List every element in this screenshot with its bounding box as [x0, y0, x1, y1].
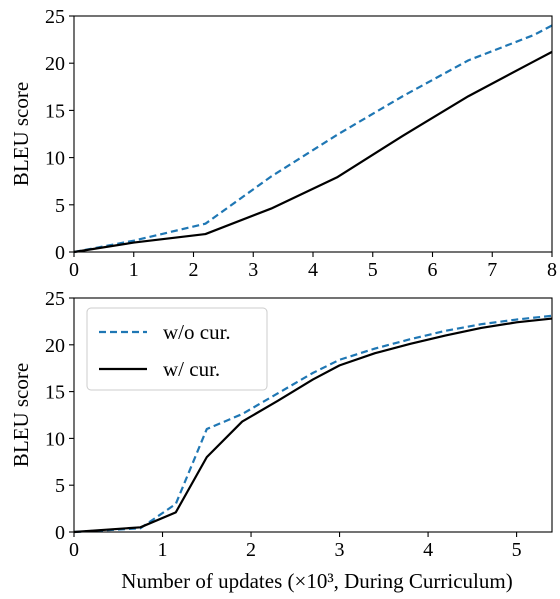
x-tick-label: 4: [308, 259, 318, 281]
legend-label: w/o cur.: [163, 320, 231, 344]
series-line-without-curriculum: [73, 314, 553, 534]
series-line-with-curriculum: [73, 317, 553, 534]
y-tick-label: 15: [45, 100, 65, 122]
x-tick-label: 6: [428, 259, 438, 281]
y-tick-label: 20: [45, 335, 65, 357]
y-axis-label: BLEU score: [9, 363, 33, 467]
chart-panel-2: 0 1 2 3 4 5 0 5 10 15 20 25 BLEU score Number of upda…: [9, 288, 553, 593]
plot-frame: [73, 297, 553, 533]
y-tick-label: 20: [45, 53, 65, 75]
x-tick-label: 7: [487, 259, 497, 281]
y-tick-label: 5: [55, 475, 65, 497]
chart-panel-1: 0 1 2 3 4 5 6 7 8 0 5 10 15 20 25 BLEU score: [9, 6, 557, 281]
panels: 0 1 2 3 4 5 6 7 8 0 5 10 15 20 25 BLEU score 0 1 2 3 4 5 0 5 10 1…: [9, 6, 557, 593]
x-tick-label: 8: [547, 259, 557, 281]
legend: w/o cur. w/ cur.: [86, 307, 268, 391]
x-tick-label: 2: [189, 259, 199, 281]
x-tick-label: 0: [69, 259, 79, 281]
y-axis-label: BLEU score: [9, 82, 33, 186]
x-tick-label: 3: [335, 539, 345, 561]
x-tick-label: 5: [512, 539, 522, 561]
x-axis-label: Number of updates (×10³, During Curricul…: [121, 569, 512, 593]
series-line-with-curriculum: [73, 50, 553, 254]
x-tick-label: 5: [368, 259, 378, 281]
y-tick-label: 0: [55, 522, 65, 544]
x-tick-label: 2: [246, 539, 256, 561]
series-line-without-curriculum: [73, 24, 553, 254]
y-tick-label: 15: [45, 382, 65, 404]
legend-label: w/ cur.: [163, 357, 220, 381]
y-tick-label: 0: [55, 242, 65, 264]
x-tick-label: 1: [129, 259, 139, 281]
plot-frame: [73, 15, 553, 253]
x-tick-label: 1: [158, 539, 168, 561]
x-tick-label: 0: [69, 539, 79, 561]
y-tick-label: 25: [45, 6, 65, 28]
y-tick-label: 5: [55, 195, 65, 217]
y-tick-label: 10: [45, 148, 65, 170]
y-tick-label: 10: [45, 428, 65, 450]
x-tick-label: 3: [248, 259, 258, 281]
y-tick-label: 25: [45, 288, 65, 310]
x-tick-label: 4: [423, 539, 433, 561]
